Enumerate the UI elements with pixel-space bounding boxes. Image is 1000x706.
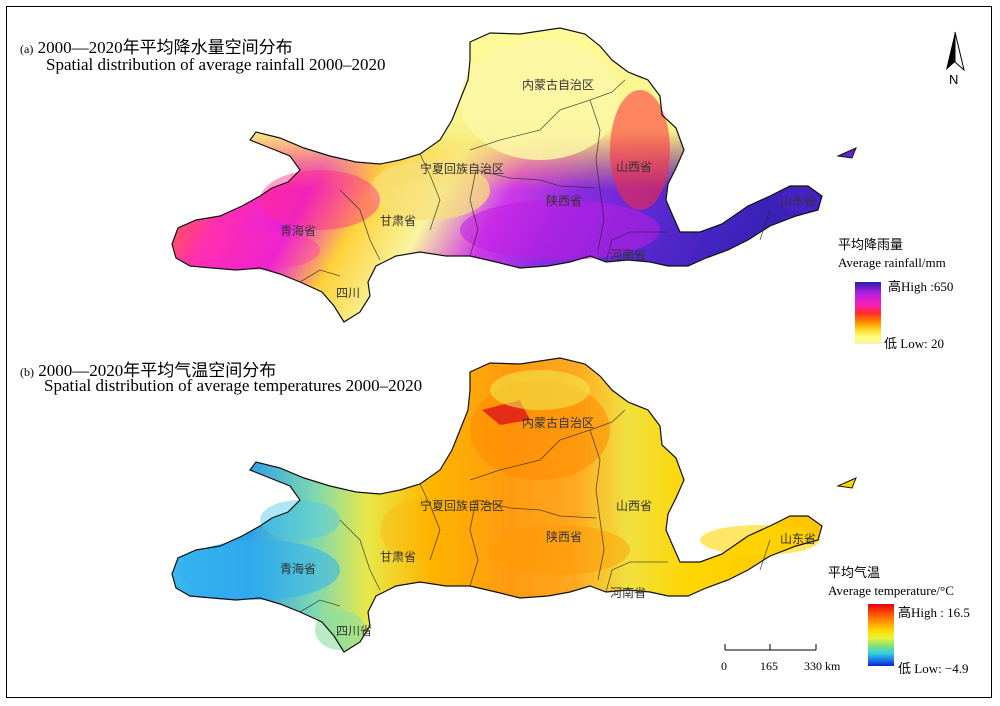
temperature-legend-title: 平均气温 Average temperature/°C: [828, 564, 954, 600]
rainfall-legend-high: 高High :650: [888, 279, 954, 294]
panel-b-title-en: Spatial distribution of average temperat…: [44, 376, 423, 395]
region-label-b-ningxia: 宁夏回族自治区: [420, 499, 505, 513]
region-label-b-henan: 河南省: [610, 586, 647, 600]
panel-a-title-cn: (a) 2000—2020年平均降水量空间分布: [20, 33, 293, 58]
panel-a-label: (a): [20, 42, 34, 56]
region-label-a-shandong: 山东省: [780, 194, 817, 208]
region-label-a-sichuan: 四川: [336, 286, 361, 300]
region-label-b-qinghai: 青海省: [280, 562, 317, 576]
north-label: N: [949, 72, 959, 87]
region-label-b-shaanxi: 陕西省: [546, 530, 583, 544]
temperature-legend-low: 低 Low: −4.9: [898, 661, 969, 676]
scale-tick-330: 330 km: [804, 659, 841, 673]
rainfall-map: [171, 27, 857, 323]
region-label-a-ningxia: 宁夏回族自治区: [420, 162, 505, 176]
rainfall-legend-low: 低 Low: 20: [884, 336, 944, 351]
rainfall-legend-title-en: Average rainfall/mm: [838, 255, 946, 270]
panel-b-title-cn-text: 2000—2020年平均气温空间分布: [38, 361, 277, 380]
region-label-a-shanxi: 山西省: [616, 160, 653, 174]
region-label-b-shanxi: 山西省: [616, 499, 653, 513]
region-label-b-shandong: 山东省: [780, 532, 817, 546]
rainfall-legend-title-cn: 平均降雨量: [838, 237, 904, 252]
temperature-legend-title-cn: 平均气温: [828, 565, 881, 580]
region-label-a-henan: 河南省: [610, 248, 647, 262]
rainfall-legend-title: 平均降雨量 Average rainfall/mm: [838, 236, 946, 272]
region-label-b-gansu: 甘肃省: [380, 550, 417, 564]
panel-b-label: (b): [20, 365, 34, 379]
panel-b-title-cn: (b) 2000—2020年平均气温空间分布: [20, 356, 276, 381]
panel-a-title-en: Spatial distribution of average rainfall…: [46, 55, 386, 74]
north-arrow-icon: [946, 31, 965, 72]
region-label-a-qinghai: 青海省: [280, 224, 317, 238]
rainfall-legend-bar: [855, 282, 881, 344]
region-label-b-neimenggu: 内蒙古自治区: [522, 416, 595, 430]
region-label-b-sichuan: 四川省: [336, 624, 373, 638]
scale-tick-165: 165: [760, 659, 778, 673]
temperature-legend-high: 高High : 16.5: [898, 605, 970, 620]
scale-tick-0: 0: [721, 659, 727, 673]
panel-a-title-cn-text: 2000—2020年平均降水量空间分布: [37, 38, 293, 57]
scale-bar: [724, 644, 817, 651]
temperature-legend-bar: [868, 604, 894, 666]
map-frame: [6, 6, 992, 698]
region-label-a-shaanxi: 陕西省: [546, 194, 583, 208]
temperature-legend-title-en: Average temperature/°C: [828, 583, 954, 598]
temperature-map: [171, 357, 857, 653]
region-label-a-neimenggu: 内蒙古自治区: [522, 78, 595, 92]
region-label-a-gansu: 甘肃省: [380, 214, 417, 228]
